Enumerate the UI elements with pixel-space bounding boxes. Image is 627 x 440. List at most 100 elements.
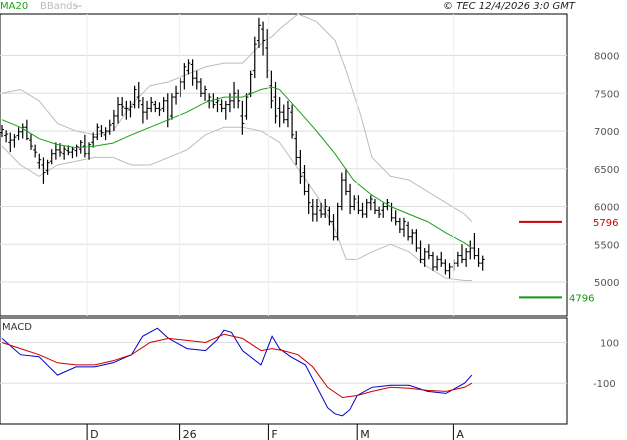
ohlc-bar bbox=[285, 100, 290, 128]
support-label: 4796 bbox=[569, 293, 594, 304]
ohlc-bar bbox=[261, 21, 266, 56]
ohlc-bar bbox=[348, 183, 353, 215]
ohlc-bar bbox=[381, 202, 386, 218]
macd-grid bbox=[0, 341, 567, 384]
ohlc-bar bbox=[426, 244, 431, 260]
ohlc-bar bbox=[464, 248, 469, 267]
ohlc-bar bbox=[364, 198, 369, 218]
ohlc-bar bbox=[215, 97, 220, 113]
ohlc-bar bbox=[41, 157, 46, 184]
ohlc-bar bbox=[269, 70, 274, 109]
ohlc-bar bbox=[406, 221, 411, 241]
price-y-tick-label: 7500 bbox=[594, 89, 619, 100]
ohlc-bar bbox=[393, 210, 398, 226]
ohlc-bar bbox=[281, 104, 286, 124]
ohlc-bar bbox=[418, 240, 423, 264]
ohlc-bar bbox=[74, 144, 79, 157]
ma20-line bbox=[1, 86, 473, 249]
ohlc-bar bbox=[290, 104, 295, 139]
ohlc-bar bbox=[149, 97, 154, 113]
ohlc-bar bbox=[45, 159, 50, 175]
ohlc-bar bbox=[331, 214, 336, 241]
ohlc-bar bbox=[91, 132, 96, 148]
ohlc-bar bbox=[240, 100, 245, 135]
price-y-tick-label: 5500 bbox=[594, 240, 619, 251]
ohlc-bar bbox=[194, 70, 199, 90]
ohlc-bar bbox=[33, 144, 38, 158]
macd-panel: 100 -100 MACD bbox=[0, 317, 619, 425]
ohlc-bar bbox=[132, 85, 137, 109]
legend-ma20: MA20 bbox=[0, 1, 28, 12]
macd-panel-frame bbox=[0, 317, 568, 425]
ohlc-bar bbox=[140, 97, 145, 124]
ohlc-bar bbox=[476, 248, 481, 267]
ohlc-bar bbox=[95, 123, 100, 141]
x-tick-label: A bbox=[456, 428, 464, 440]
resistance-label: 5796 bbox=[593, 218, 618, 229]
ohlc-bar bbox=[120, 97, 125, 116]
ohlc-bar bbox=[302, 165, 307, 196]
ohlc-bar bbox=[190, 59, 195, 86]
price-levels: 5796 4796 bbox=[519, 218, 618, 304]
ohlc-bar bbox=[24, 119, 29, 141]
ohlc-bar bbox=[252, 36, 257, 79]
macd-y-tick-label: -100 bbox=[593, 379, 616, 390]
ohlc-bar bbox=[480, 255, 485, 271]
ohlc-bar bbox=[232, 81, 237, 109]
copyright-text: © TEC 12/4/2026 3:0 GMT bbox=[443, 1, 576, 12]
ohlc-bar bbox=[116, 97, 121, 124]
x-tick-label: M bbox=[360, 428, 370, 440]
ohlc-bar bbox=[277, 97, 282, 128]
ohlc-bar bbox=[273, 81, 278, 124]
macd-title: MACD bbox=[2, 322, 32, 333]
ohlc-bar bbox=[136, 81, 141, 109]
support-level: 4796 bbox=[519, 293, 594, 304]
signal-line bbox=[1, 333, 473, 399]
ohlc-bar bbox=[4, 130, 9, 143]
ohlc-bar bbox=[447, 263, 452, 279]
macd-y-axis: 100 -100 bbox=[593, 338, 619, 390]
ohlc-bar bbox=[360, 202, 365, 218]
ohlc-bar bbox=[422, 248, 427, 267]
ohlc-bar bbox=[327, 206, 332, 226]
ohlc-bar bbox=[82, 134, 87, 158]
ohlc-bar bbox=[459, 244, 464, 264]
legend-bbands: BBands bbox=[40, 1, 78, 12]
price-panel-frame bbox=[0, 13, 568, 317]
ohlc-bar bbox=[397, 217, 402, 233]
price-y-axis: 5000 5500 6000 6500 7000 7500 8000 bbox=[594, 52, 619, 289]
ohlc-bar bbox=[157, 102, 162, 116]
ohlc-bar bbox=[103, 127, 108, 141]
ohlc-bar bbox=[368, 195, 373, 211]
ohlc-bar bbox=[169, 93, 174, 120]
ohlc-bar bbox=[306, 183, 311, 215]
ohlc-bar bbox=[339, 172, 344, 211]
ohlc-bar bbox=[323, 198, 328, 218]
price-y-tick-label: 6000 bbox=[594, 203, 619, 214]
ohlc-bar bbox=[439, 251, 444, 267]
ohlc-bar bbox=[219, 99, 224, 113]
ohlc-bar bbox=[182, 63, 187, 90]
ohlc-bar bbox=[66, 145, 71, 156]
ohlc-bar bbox=[455, 251, 460, 267]
moving-average bbox=[1, 86, 473, 249]
ohlc-bar bbox=[335, 202, 340, 241]
ohlc-bar bbox=[430, 251, 435, 271]
x-axis: D 26 F M A bbox=[0, 14, 567, 440]
ohlc-bar bbox=[248, 70, 253, 98]
ohlc-bar bbox=[161, 97, 166, 113]
ohlc-bar bbox=[145, 100, 150, 120]
ohlc-bar bbox=[372, 198, 377, 215]
ohlc-bar bbox=[128, 100, 133, 118]
ohlc-bar bbox=[99, 124, 104, 138]
ohlc-bar bbox=[49, 149, 54, 165]
ohlc-bar bbox=[20, 123, 25, 139]
ohlc-bar bbox=[294, 131, 299, 165]
ohlc-bar bbox=[410, 229, 415, 245]
price-y-tick-label: 5000 bbox=[594, 278, 619, 289]
resistance-level: 5796 bbox=[519, 218, 618, 229]
ohlc-bar bbox=[198, 78, 203, 98]
x-tick-label: F bbox=[271, 428, 277, 440]
price-y-tick-label: 8000 bbox=[594, 52, 619, 63]
